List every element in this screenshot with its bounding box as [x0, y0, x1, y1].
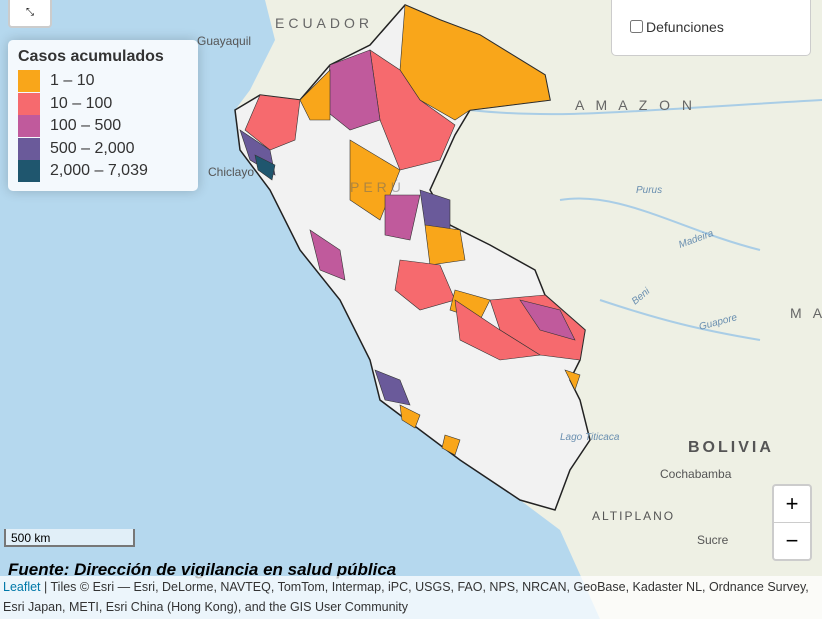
- zoom-out[interactable]: −: [785, 528, 799, 553]
- legend-swatch: [18, 70, 40, 93]
- legend-title: Casos acumulados: [18, 48, 164, 65]
- legend-swatch: [18, 92, 40, 115]
- zoom-in[interactable]: +: [774, 486, 810, 523]
- legend-item: 1 – 10: [18, 70, 188, 93]
- legend-swatch: [18, 115, 40, 138]
- attribution-text: | Tiles © Esri — Esri, DeLorme, NAVTEQ, …: [3, 580, 809, 614]
- layer-control: Defunciones: [611, 0, 811, 56]
- layer-option[interactable]: Defunciones: [626, 17, 724, 36]
- regions: [239, 4, 586, 456]
- source-note: Fuente: Dirección de vigilancia en salud…: [8, 560, 397, 579]
- fullscreen-button[interactable]: ⤡: [8, 0, 52, 28]
- legend-label: 100 – 500: [50, 117, 122, 135]
- region-label: A M A Z O N: [575, 97, 696, 113]
- legend-item: 500 – 2,000: [18, 137, 188, 161]
- legend-items: 1 – 10 10 – 100 100 – 500 500 – 2,000 2,000 …: [18, 70, 188, 183]
- city-label: Guayaquil: [197, 34, 251, 48]
- legend-label: 1 – 10: [50, 72, 95, 90]
- legend-label: 500 – 2,000: [50, 139, 135, 157]
- country-label: PERÚ: [350, 179, 405, 195]
- layer-option-label: Defunciones: [646, 18, 724, 35]
- legend-item: 2,000 – 7,039: [18, 160, 188, 183]
- country-label: BOLIVIA: [688, 439, 774, 456]
- river-label: Madeira: [677, 228, 715, 251]
- city-label: Sucre: [697, 533, 729, 547]
- river-label: Guapore: [698, 312, 739, 333]
- country-label: ECUADOR: [275, 15, 373, 31]
- legend-item: 10 – 100: [18, 92, 188, 116]
- legend-item: 100 – 500: [18, 115, 188, 138]
- legend-label: 10 – 100: [50, 94, 113, 112]
- attribution: Leaflet | Tiles © Esri — Esri, DeLorme, …: [0, 576, 822, 619]
- legend-swatch: [18, 137, 40, 160]
- river-label: Beni: [630, 286, 653, 308]
- region-label: M A: [790, 305, 822, 321]
- legend-swatch: [18, 160, 40, 183]
- zoom-control: + −: [772, 484, 812, 561]
- peru: [234, 4, 591, 511]
- legend-label: 2,000 – 7,039: [50, 162, 148, 180]
- attribution-link[interactable]: Leaflet: [3, 580, 41, 594]
- lake-label: Lago Titicaca: [560, 432, 620, 443]
- city-label: Cochabamba: [660, 467, 732, 481]
- scale-bar: 500 km: [4, 529, 135, 547]
- river-label: Purus: [636, 185, 662, 196]
- region-label: ALTIPLANO: [592, 509, 675, 523]
- legend: Casos acumulados 1 – 10 10 – 100 100 – 500…: [8, 40, 198, 191]
- river: [469, 99, 822, 341]
- city-label: Chiclayo: [208, 165, 254, 179]
- checkbox[interactable]: [630, 20, 643, 33]
